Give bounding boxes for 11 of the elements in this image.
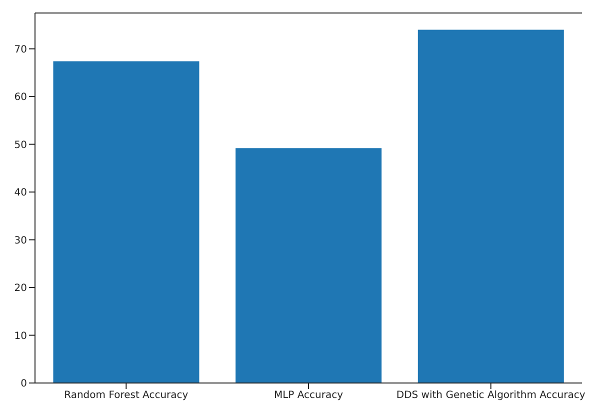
- x-tick-label: Random Forest Accuracy: [64, 390, 188, 402]
- y-tick-label: 50: [14, 140, 27, 151]
- x-tick-label: MLP Accuracy: [274, 390, 344, 402]
- y-tick-label: 20: [14, 283, 27, 294]
- y-tick-label: 0: [20, 378, 27, 390]
- y-tick-label: 40: [14, 188, 27, 199]
- x-tick-label: DDS with Genetic Algorithm Accuracy: [396, 390, 586, 402]
- y-tick-label: 70: [14, 44, 27, 56]
- y-tick-label: 10: [14, 330, 27, 342]
- y-tick-label: 30: [14, 235, 27, 246]
- y-tick-label: 60: [14, 92, 27, 104]
